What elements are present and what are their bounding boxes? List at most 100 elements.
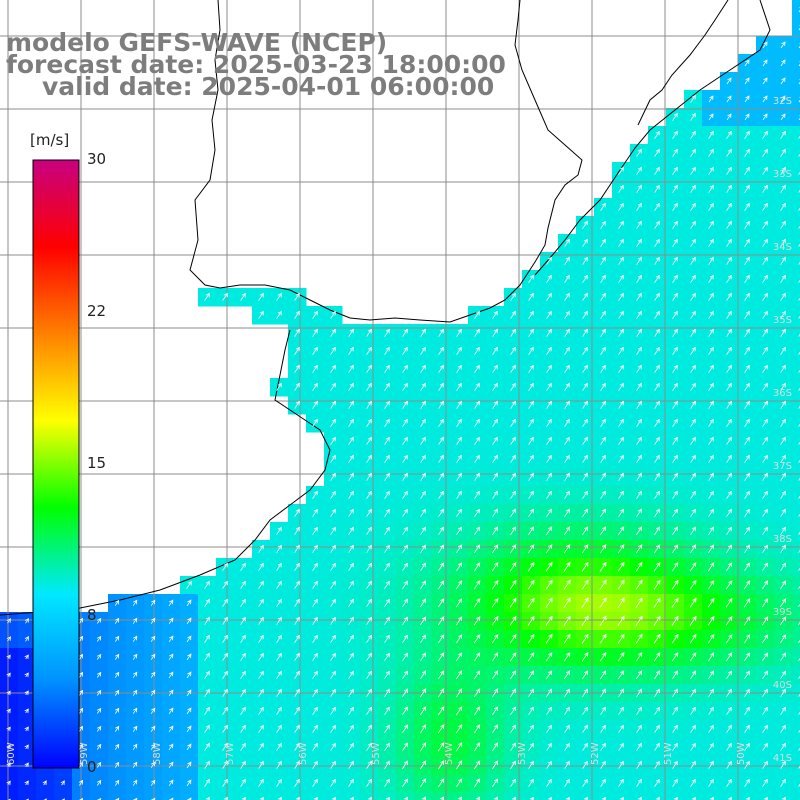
wind-arrow	[455, 778, 463, 788]
wind-arrow	[312, 616, 318, 625]
wind-arrow	[510, 382, 516, 391]
wind-arrow	[798, 186, 800, 193]
wind-arrow	[510, 346, 516, 355]
wind-arrow	[420, 328, 426, 337]
wind-speed-cell	[108, 792, 127, 800]
wind-arrow	[546, 346, 552, 355]
wind-arrow	[672, 508, 678, 517]
wind-speed-cell	[792, 360, 800, 379]
wind-arrow	[744, 778, 750, 787]
wind-arrow	[672, 130, 678, 139]
wind-arrow	[473, 634, 481, 644]
wind-arrow	[276, 598, 282, 607]
wind-speed-cell	[792, 180, 800, 199]
wind-arrow	[204, 580, 210, 589]
wind-arrow	[635, 579, 643, 590]
wind-arrow	[366, 526, 372, 535]
wind-arrow	[599, 670, 607, 680]
wind-arrow	[636, 436, 642, 445]
wind-arrow	[384, 616, 390, 625]
wind-arrow	[330, 562, 336, 571]
wind-arrow	[726, 382, 732, 391]
wind-arrow	[186, 671, 192, 679]
wind-speed-cell	[792, 378, 800, 397]
wind-arrow	[798, 294, 800, 301]
wind-arrow	[366, 580, 372, 589]
wind-arrow	[240, 562, 246, 571]
wind-arrow	[582, 364, 588, 373]
wind-arrow	[690, 490, 696, 499]
wind-arrow	[384, 580, 390, 589]
wind-arrow	[581, 670, 589, 680]
wind-arrow	[348, 472, 354, 481]
wind-arrow	[600, 310, 606, 319]
wind-arrow	[654, 256, 660, 265]
wind-arrow	[546, 508, 552, 518]
wind-arrow	[672, 112, 678, 121]
wind-arrow	[312, 778, 318, 787]
wind-arrow	[455, 688, 463, 698]
wind-arrow	[780, 274, 786, 283]
wind-arrow	[798, 384, 800, 391]
wind-speed-cell	[216, 792, 235, 800]
wind-arrow	[671, 597, 679, 608]
wind-arrow	[635, 561, 643, 572]
wind-arrow	[672, 256, 678, 265]
wind-arrow	[726, 508, 732, 517]
wind-arrow	[528, 526, 535, 536]
wind-arrow	[654, 418, 660, 427]
wind-speed-cell	[792, 216, 800, 235]
wind-arrow	[654, 310, 660, 319]
wind-arrow	[96, 743, 102, 750]
wind-arrow	[707, 562, 715, 572]
wind-arrow	[798, 132, 800, 139]
wind-arrow	[366, 346, 372, 355]
wind-arrow	[761, 634, 769, 644]
wind-arrow	[636, 706, 642, 715]
wind-arrow	[762, 328, 768, 337]
wind-arrow	[294, 562, 300, 571]
wind-arrow	[581, 561, 589, 572]
wind-arrow	[672, 220, 678, 229]
wind-arrow	[762, 346, 768, 355]
wind-arrow	[348, 436, 354, 445]
wind-arrow	[545, 652, 553, 662]
wind-arrow	[276, 616, 282, 625]
wind-arrow	[581, 579, 589, 590]
wind-arrow	[348, 382, 354, 391]
wind-arrow	[600, 760, 606, 769]
wind-arrow	[762, 364, 768, 373]
wind-arrow	[438, 346, 444, 355]
wind-arrow	[222, 724, 228, 733]
wind-arrow	[744, 148, 750, 157]
wind-arrow	[456, 454, 462, 463]
wind-arrow	[654, 724, 660, 733]
wind-arrow	[545, 579, 553, 590]
wind-arrow	[366, 688, 372, 697]
wind-arrow	[672, 706, 678, 715]
wind-arrow	[545, 561, 553, 572]
wind-arrow	[276, 652, 282, 661]
wind-arrow	[276, 760, 282, 769]
wind-arrow	[186, 761, 192, 769]
wind-arrow	[726, 490, 732, 499]
wind-arrow	[527, 544, 535, 554]
wind-arrow	[420, 544, 426, 554]
wind-arrow	[187, 797, 192, 800]
wind-arrow	[419, 688, 427, 698]
wind-arrow	[618, 508, 624, 518]
wind-arrow	[294, 616, 300, 625]
wind-arrow	[240, 760, 246, 769]
wind-arrow	[330, 346, 336, 355]
wind-arrow	[186, 743, 192, 751]
wind-arrow	[581, 544, 589, 554]
wind-arrow	[618, 472, 624, 481]
wind-arrow	[402, 544, 408, 553]
wind-arrow	[527, 633, 535, 644]
wind-arrow	[618, 184, 624, 193]
wind-arrow	[762, 59, 768, 67]
wind-arrow	[780, 418, 786, 427]
latitude-label: 32S	[773, 96, 792, 107]
wind-arrow	[205, 796, 210, 800]
wind-arrow	[798, 204, 800, 211]
